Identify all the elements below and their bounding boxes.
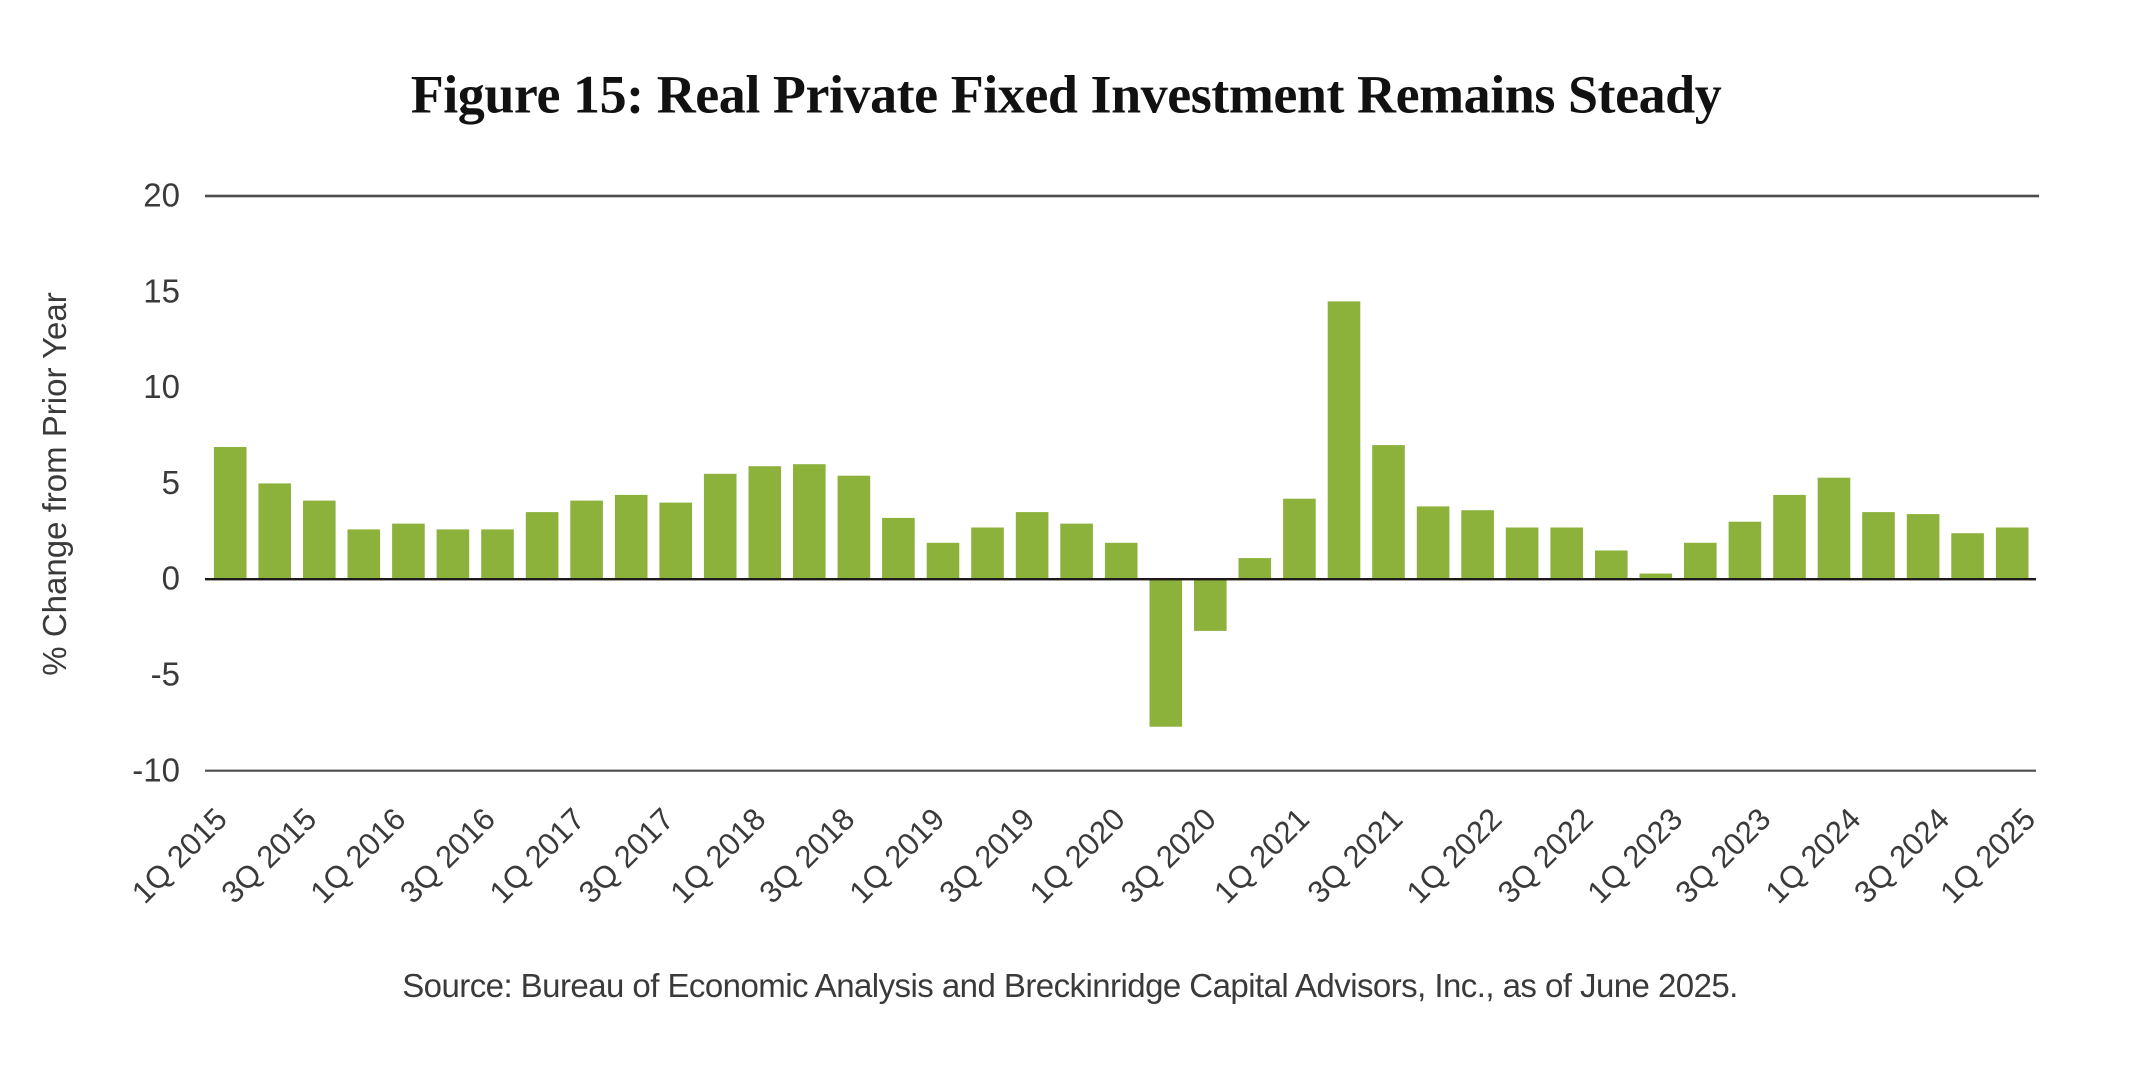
- svg-text:3Q 2020: 3Q 2020: [1114, 801, 1223, 910]
- svg-text:1Q 2024: 1Q 2024: [1759, 801, 1868, 910]
- svg-text:1Q 2025: 1Q 2025: [1933, 801, 2042, 910]
- svg-text:1Q 2015: 1Q 2015: [125, 801, 234, 910]
- svg-text:Source: Bureau of Economic Ana: Source: Bureau of Economic Analysis and …: [402, 967, 1738, 1004]
- svg-text:1Q 2018: 1Q 2018: [663, 801, 772, 910]
- svg-text:0: 0: [162, 560, 180, 597]
- svg-text:3Q 2017: 3Q 2017: [572, 801, 681, 910]
- svg-text:15: 15: [143, 272, 180, 309]
- svg-text:Figure 15: Real Private Fixed: Figure 15: Real Private Fixed Investment…: [411, 65, 1722, 125]
- svg-text:3Q 2023: 3Q 2023: [1668, 801, 1777, 910]
- svg-text:20: 20: [143, 177, 180, 214]
- svg-text:1Q 2021: 1Q 2021: [1207, 801, 1316, 910]
- svg-text:3Q 2015: 3Q 2015: [214, 801, 323, 910]
- svg-text:1Q 2019: 1Q 2019: [842, 801, 951, 910]
- svg-text:5: 5: [162, 464, 180, 501]
- svg-text:3Q 2018: 3Q 2018: [752, 801, 861, 910]
- svg-text:3Q 2021: 3Q 2021: [1301, 801, 1410, 910]
- svg-text:3Q 2016: 3Q 2016: [393, 801, 502, 910]
- svg-text:3Q 2022: 3Q 2022: [1491, 801, 1600, 910]
- svg-text:3Q 2019: 3Q 2019: [932, 801, 1041, 910]
- svg-text:1Q 2016: 1Q 2016: [303, 801, 412, 910]
- svg-text:3Q 2024: 3Q 2024: [1847, 801, 1956, 910]
- svg-text:-10: -10: [132, 751, 180, 788]
- svg-text:1Q 2022: 1Q 2022: [1400, 801, 1509, 910]
- svg-text:% Change from Prior Year: % Change from Prior Year: [36, 292, 73, 675]
- svg-text:-5: -5: [151, 656, 180, 693]
- svg-text:10: 10: [143, 368, 180, 405]
- svg-text:1Q 2017: 1Q 2017: [483, 801, 592, 910]
- svg-text:1Q 2020: 1Q 2020: [1023, 801, 1132, 910]
- svg-text:1Q 2023: 1Q 2023: [1580, 801, 1689, 910]
